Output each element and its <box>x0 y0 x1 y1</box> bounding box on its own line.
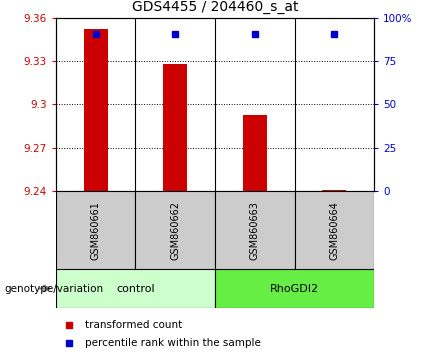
Bar <box>243 115 267 191</box>
Bar <box>56 269 215 308</box>
Bar <box>135 191 215 269</box>
Text: transformed count: transformed count <box>85 320 182 330</box>
Text: GSM860662: GSM860662 <box>170 201 180 259</box>
Bar <box>163 64 187 191</box>
Text: genotype/variation: genotype/variation <box>4 284 104 293</box>
Bar <box>322 190 346 191</box>
Bar <box>84 29 108 191</box>
Text: percentile rank within the sample: percentile rank within the sample <box>85 338 261 348</box>
Bar <box>215 269 374 308</box>
Bar <box>215 191 295 269</box>
Title: GDS4455 / 204460_s_at: GDS4455 / 204460_s_at <box>132 0 298 14</box>
Bar <box>56 191 135 269</box>
Text: GSM860664: GSM860664 <box>329 201 339 259</box>
Bar <box>295 191 374 269</box>
Text: GSM860663: GSM860663 <box>250 201 260 259</box>
Text: control: control <box>116 284 155 293</box>
Text: RhoGDI2: RhoGDI2 <box>270 284 319 293</box>
Text: GSM860661: GSM860661 <box>91 201 101 259</box>
